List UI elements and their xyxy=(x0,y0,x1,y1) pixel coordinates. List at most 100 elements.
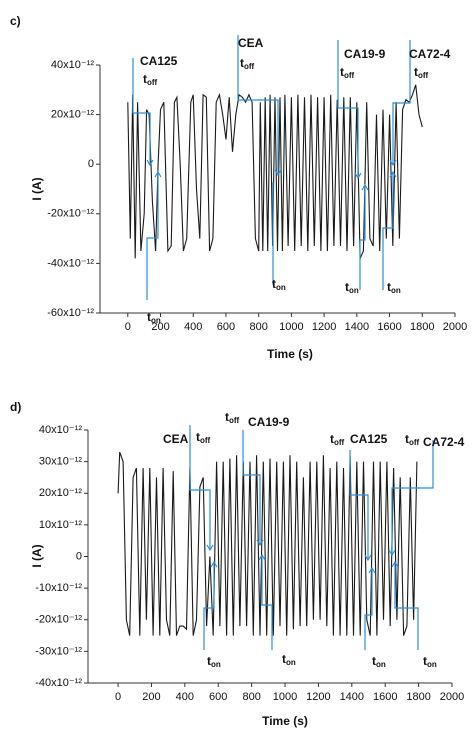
toff-bracket xyxy=(392,40,411,165)
ton-label: ton xyxy=(147,310,161,325)
toff-bracket xyxy=(337,40,359,178)
panel-label: d) xyxy=(10,400,21,414)
y-axis-label: I (A) xyxy=(30,177,44,200)
arrow-head xyxy=(364,554,372,562)
y-tick-label: -20x10⁻¹² xyxy=(47,208,94,220)
ton-label: ton xyxy=(345,280,359,295)
toff-bracket xyxy=(132,58,151,165)
ton-label: ton xyxy=(282,652,296,667)
x-axis-label: Time (s) xyxy=(262,714,308,728)
arrow-head xyxy=(210,560,218,568)
y-tick-label: -10x10⁻¹² xyxy=(35,582,82,594)
arrow-head xyxy=(206,544,214,552)
marker-label: CA19-9 xyxy=(344,47,386,61)
x-tick-label: 1600 xyxy=(377,321,401,333)
x-tick-label: 1800 xyxy=(406,691,430,703)
marker-label: CA72-4 xyxy=(409,47,451,61)
ton-bracket xyxy=(359,185,366,290)
arrow-head xyxy=(361,183,369,191)
toff-bracket xyxy=(237,35,279,175)
arrow-head xyxy=(146,159,154,167)
x-tick-label: 400 xyxy=(184,321,202,333)
ton-label: ton xyxy=(372,654,386,669)
ton-bracket xyxy=(394,562,419,650)
trace xyxy=(117,451,418,636)
y-tick-label: 10x10⁻¹² xyxy=(39,519,82,531)
toff-label: toff xyxy=(414,65,429,80)
x-tick-label: 800 xyxy=(250,321,268,333)
y-tick-label: 40x10⁻¹² xyxy=(51,59,94,71)
y-tick-label: 0 xyxy=(76,550,82,562)
x-tick-label: 1400 xyxy=(340,691,364,703)
x-tick-label: 1400 xyxy=(345,321,369,333)
arrow-head xyxy=(258,553,266,561)
y-tick-label: 20x10⁻¹² xyxy=(39,487,82,499)
x-tick-label: 1000 xyxy=(273,691,297,703)
marker-label: CA19-9 xyxy=(248,415,290,429)
y-tick-label: -40x10⁻¹² xyxy=(35,677,82,689)
y-axis-label: I (A) xyxy=(30,544,44,567)
toff-label: toff xyxy=(143,72,158,87)
arrow-head xyxy=(274,169,282,177)
arrow-head xyxy=(354,172,362,180)
ton-label: ton xyxy=(423,654,437,669)
y-tick-label: 20x10⁻¹² xyxy=(51,109,94,121)
chart-panel: c) -60x10⁻¹² -40x10⁻¹² -20x10⁻¹² 0 20x10⁻¹² 40… xyxy=(10,14,467,361)
ton-bracket xyxy=(382,172,394,290)
y-tick-label: 30x10⁻¹² xyxy=(39,456,82,468)
panel-label: c) xyxy=(10,14,21,28)
toff-label: toff xyxy=(405,432,420,447)
ton-bracket xyxy=(146,172,159,300)
y-tick-label: -30x10⁻¹² xyxy=(35,645,82,657)
arrow-head xyxy=(388,549,396,557)
x-tick-label: 600 xyxy=(209,691,227,703)
arrow-head xyxy=(391,560,399,568)
trace xyxy=(127,84,423,259)
toff-label: toff xyxy=(340,65,355,80)
x-tick-label: 1200 xyxy=(312,321,336,333)
x-tick-label: 0 xyxy=(115,691,121,703)
ton-label: ton xyxy=(272,277,286,292)
toff-bracket xyxy=(391,440,434,555)
marker-label: CEA xyxy=(163,432,189,446)
chart-panel: d) -40x10⁻¹² -30x10⁻¹² -20x10⁻¹² -10x10⁻¹² 0 1… xyxy=(10,400,465,728)
x-tick-label: 400 xyxy=(176,691,194,703)
toff-bracket xyxy=(189,425,211,550)
toff-label: toff xyxy=(225,410,240,425)
ton-bracket xyxy=(364,568,373,650)
toff-bracket xyxy=(349,450,369,560)
marker-label: CEA xyxy=(238,36,264,50)
y-tick-label: 40x10⁻¹² xyxy=(39,424,82,436)
marker-label: CA125 xyxy=(140,54,178,68)
arrow-head xyxy=(389,170,397,178)
ton-bracket xyxy=(203,562,215,650)
toff-label: toff xyxy=(196,430,211,445)
x-tick-label: 200 xyxy=(142,691,160,703)
ton-bracket xyxy=(261,555,273,650)
x-axis-label: Time (s) xyxy=(267,347,313,361)
arrow-head xyxy=(368,566,376,574)
ton-label: ton xyxy=(207,654,221,669)
x-tick-label: 1600 xyxy=(373,691,397,703)
x-tick-label: 600 xyxy=(217,321,235,333)
x-tick-label: 2000 xyxy=(443,321,467,333)
x-tick-label: 1000 xyxy=(279,321,303,333)
y-tick-label: -40x10⁻¹² xyxy=(47,257,94,269)
arrow-head xyxy=(154,170,162,178)
y-tick-label: -20x10⁻¹² xyxy=(35,614,82,626)
x-tick-label: 200 xyxy=(151,321,169,333)
marker-label: CA72-4 xyxy=(423,435,465,449)
x-tick-label: 1200 xyxy=(306,691,330,703)
y-tick-label: 0 xyxy=(88,158,94,170)
toff-bracket xyxy=(242,430,261,545)
marker-label: CA125 xyxy=(350,432,388,446)
ton-label: ton xyxy=(387,280,401,295)
y-tick-label: -60x10⁻¹² xyxy=(47,307,94,319)
x-tick-label: 2000 xyxy=(440,691,464,703)
toff-label: toff xyxy=(240,56,255,71)
x-tick-label: 0 xyxy=(125,321,131,333)
arrow-head xyxy=(256,539,264,547)
toff-label: toff xyxy=(330,432,345,447)
x-tick-label: 800 xyxy=(242,691,260,703)
